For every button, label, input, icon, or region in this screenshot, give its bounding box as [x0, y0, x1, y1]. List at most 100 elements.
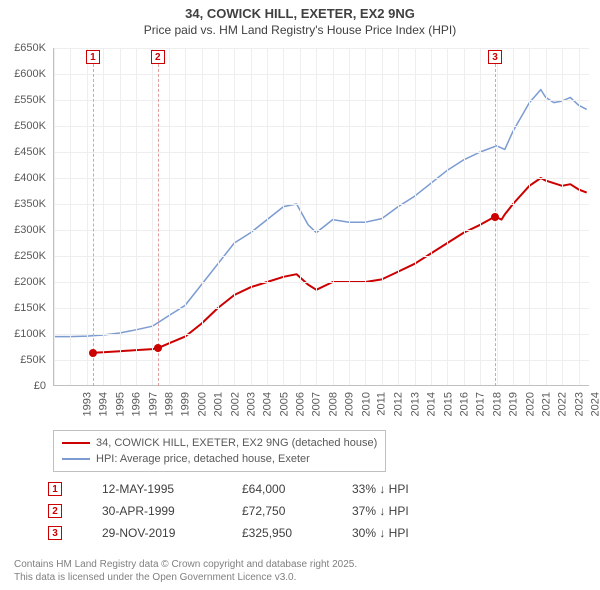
y-tick-label: £250K	[14, 250, 46, 262]
x-tick-label: 2018	[491, 392, 503, 416]
gridline-v	[529, 48, 530, 385]
sales-row-diff: 37% ↓ HPI	[352, 504, 462, 518]
x-tick-label: 2000	[196, 392, 208, 416]
x-tick-label: 2008	[327, 392, 339, 416]
chart-area: 123	[53, 48, 589, 418]
gridline-v	[398, 48, 399, 385]
sales-row-marker: 1	[48, 482, 62, 496]
gridline-v	[103, 48, 104, 385]
y-tick-label: £600K	[14, 68, 46, 80]
y-tick-label: £650K	[14, 42, 46, 54]
gridline-v	[283, 48, 284, 385]
x-tick-label: 2021	[540, 392, 552, 416]
title-block: 34, COWICK HILL, EXETER, EX2 9NG Price p…	[0, 0, 600, 37]
gridline-v	[415, 48, 416, 385]
gridline-v	[185, 48, 186, 385]
gridline-v	[579, 48, 580, 385]
sale-dot	[89, 349, 97, 357]
sales-row: 230-APR-1999£72,75037% ↓ HPI	[48, 500, 462, 522]
sale-marker-box: 3	[488, 50, 502, 64]
y-tick-label: £450K	[14, 146, 46, 158]
x-tick-label: 2007	[311, 392, 323, 416]
x-tick-label: 2014	[426, 392, 438, 416]
x-tick-label: 2016	[458, 392, 470, 416]
gridline-h	[54, 282, 589, 283]
legend-label: HPI: Average price, detached house, Exet…	[96, 453, 310, 465]
footer-line-1: Contains HM Land Registry data © Crown c…	[14, 559, 357, 572]
sales-row-diff: 30% ↓ HPI	[352, 526, 462, 540]
title-line-1: 34, COWICK HILL, EXETER, EX2 9NG	[0, 6, 600, 21]
y-tick-label: £100K	[14, 328, 46, 340]
sale-dot	[154, 344, 162, 352]
x-tick-label: 1996	[131, 392, 143, 416]
gridline-h	[54, 178, 589, 179]
sales-row-date: 29-NOV-2019	[102, 526, 242, 540]
gridline-v	[251, 48, 252, 385]
gridline-v	[267, 48, 268, 385]
legend-label: 34, COWICK HILL, EXETER, EX2 9NG (detach…	[96, 437, 377, 449]
gridline-h	[54, 360, 589, 361]
sales-row-date: 12-MAY-1995	[102, 482, 242, 496]
x-tick-label: 2002	[229, 392, 241, 416]
y-tick-label: £200K	[14, 276, 46, 288]
y-tick-label: £50K	[20, 354, 46, 366]
sales-row-price: £325,950	[242, 526, 352, 540]
gridline-h	[54, 334, 589, 335]
gridline-v	[300, 48, 301, 385]
legend-swatch	[62, 458, 90, 460]
sales-row: 112-MAY-1995£64,00033% ↓ HPI	[48, 478, 462, 500]
x-tick-label: 1993	[81, 392, 93, 416]
gridline-h	[54, 204, 589, 205]
x-tick-label: 2003	[245, 392, 257, 416]
y-axis-labels: £0£50K£100K£150K£200K£250K£300K£350K£400…	[0, 48, 50, 386]
gridline-h	[54, 152, 589, 153]
sales-row-price: £64,000	[242, 482, 352, 496]
x-tick-label: 2019	[508, 392, 520, 416]
x-tick-label: 1994	[98, 392, 110, 416]
x-tick-label: 2020	[524, 392, 536, 416]
gridline-v	[54, 48, 55, 385]
title-line-2: Price paid vs. HM Land Registry's House …	[0, 23, 600, 37]
gridline-v	[513, 48, 514, 385]
sales-row-price: £72,750	[242, 504, 352, 518]
y-tick-label: £550K	[14, 94, 46, 106]
x-tick-label: 2015	[442, 392, 454, 416]
gridline-v	[562, 48, 563, 385]
x-axis-labels: 1993199419951996199719981999200020012002…	[53, 388, 589, 428]
gridline-v	[136, 48, 137, 385]
line-svg	[54, 48, 590, 386]
gridline-v	[87, 48, 88, 385]
x-tick-label: 2009	[344, 392, 356, 416]
sale-marker-box: 2	[151, 50, 165, 64]
legend-row: HPI: Average price, detached house, Exet…	[62, 451, 377, 467]
gridline-v	[202, 48, 203, 385]
x-tick-label: 2023	[573, 392, 585, 416]
y-tick-label: £400K	[14, 172, 46, 184]
plot-region: 123	[53, 48, 589, 386]
sales-table: 112-MAY-1995£64,00033% ↓ HPI230-APR-1999…	[48, 478, 462, 544]
x-tick-label: 2001	[213, 392, 225, 416]
y-tick-label: £0	[34, 380, 46, 392]
y-tick-label: £150K	[14, 302, 46, 314]
y-tick-label: £350K	[14, 198, 46, 210]
x-tick-label: 1997	[147, 392, 159, 416]
gridline-h	[54, 256, 589, 257]
x-tick-label: 2011	[376, 392, 388, 416]
x-tick-label: 2017	[475, 392, 487, 416]
gridline-v	[349, 48, 350, 385]
sale-dot	[491, 213, 499, 221]
gridline-h	[54, 48, 589, 49]
gridline-v	[70, 48, 71, 385]
gridline-h	[54, 100, 589, 101]
legend-swatch	[62, 442, 90, 444]
x-tick-label: 2012	[393, 392, 405, 416]
gridline-v	[169, 48, 170, 385]
gridline-h	[54, 308, 589, 309]
gridline-v	[333, 48, 334, 385]
y-tick-label: £300K	[14, 224, 46, 236]
chart-container: 34, COWICK HILL, EXETER, EX2 9NG Price p…	[0, 0, 600, 590]
x-tick-label: 1998	[163, 392, 175, 416]
gridline-v	[431, 48, 432, 385]
sales-row-date: 30-APR-1999	[102, 504, 242, 518]
x-tick-label: 1999	[180, 392, 192, 416]
